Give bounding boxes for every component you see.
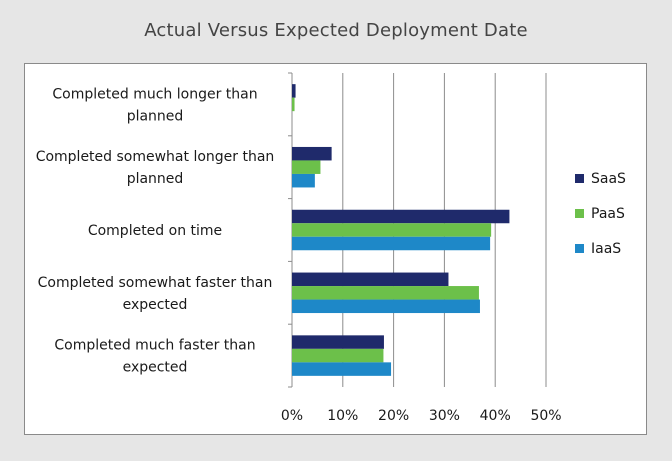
legend-swatch-iaas [575, 244, 584, 253]
legend-label-paas: PaaS [591, 206, 625, 222]
category-label: Completed much longer than [52, 86, 257, 102]
category-label: Completed somewhat faster than [38, 275, 273, 291]
bar-saas [292, 84, 296, 98]
bar-iaas [292, 236, 491, 251]
x-tick-label: 20% [378, 408, 409, 424]
bar-iaas [292, 362, 392, 376]
x-tick-label: 40% [480, 408, 511, 424]
bar-paas [292, 348, 384, 363]
bar-paas [292, 160, 321, 174]
legend-swatch-saas [575, 174, 584, 183]
bar-paas [292, 223, 492, 237]
category-label: planned [127, 108, 184, 124]
bar-saas [292, 209, 510, 224]
bar-iaas [292, 173, 315, 188]
category-label: Completed somewhat longer than [36, 149, 275, 165]
category-label: expected [123, 297, 188, 313]
category-label: Completed much faster than [54, 338, 255, 354]
legend-swatch-paas [575, 209, 584, 218]
bar-saas [292, 146, 332, 161]
x-tick-label: 0% [281, 408, 303, 424]
x-tick-label: 30% [429, 408, 460, 424]
category-label: expected [123, 360, 188, 376]
category-label: planned [127, 171, 184, 187]
x-tick-label: 10% [327, 408, 358, 424]
legend-label-iaas: IaaS [591, 241, 621, 257]
bar-iaas [292, 299, 480, 314]
category-label: Completed on time [88, 223, 222, 239]
x-tick-label: 50% [530, 408, 561, 424]
bar-saas [292, 335, 384, 349]
bar-saas [292, 272, 449, 287]
legend-label-saas: SaaS [591, 171, 626, 187]
bar-paas [292, 97, 295, 112]
bar-paas [292, 286, 479, 300]
chart-title: Actual Versus Expected Deployment Date [144, 20, 528, 41]
